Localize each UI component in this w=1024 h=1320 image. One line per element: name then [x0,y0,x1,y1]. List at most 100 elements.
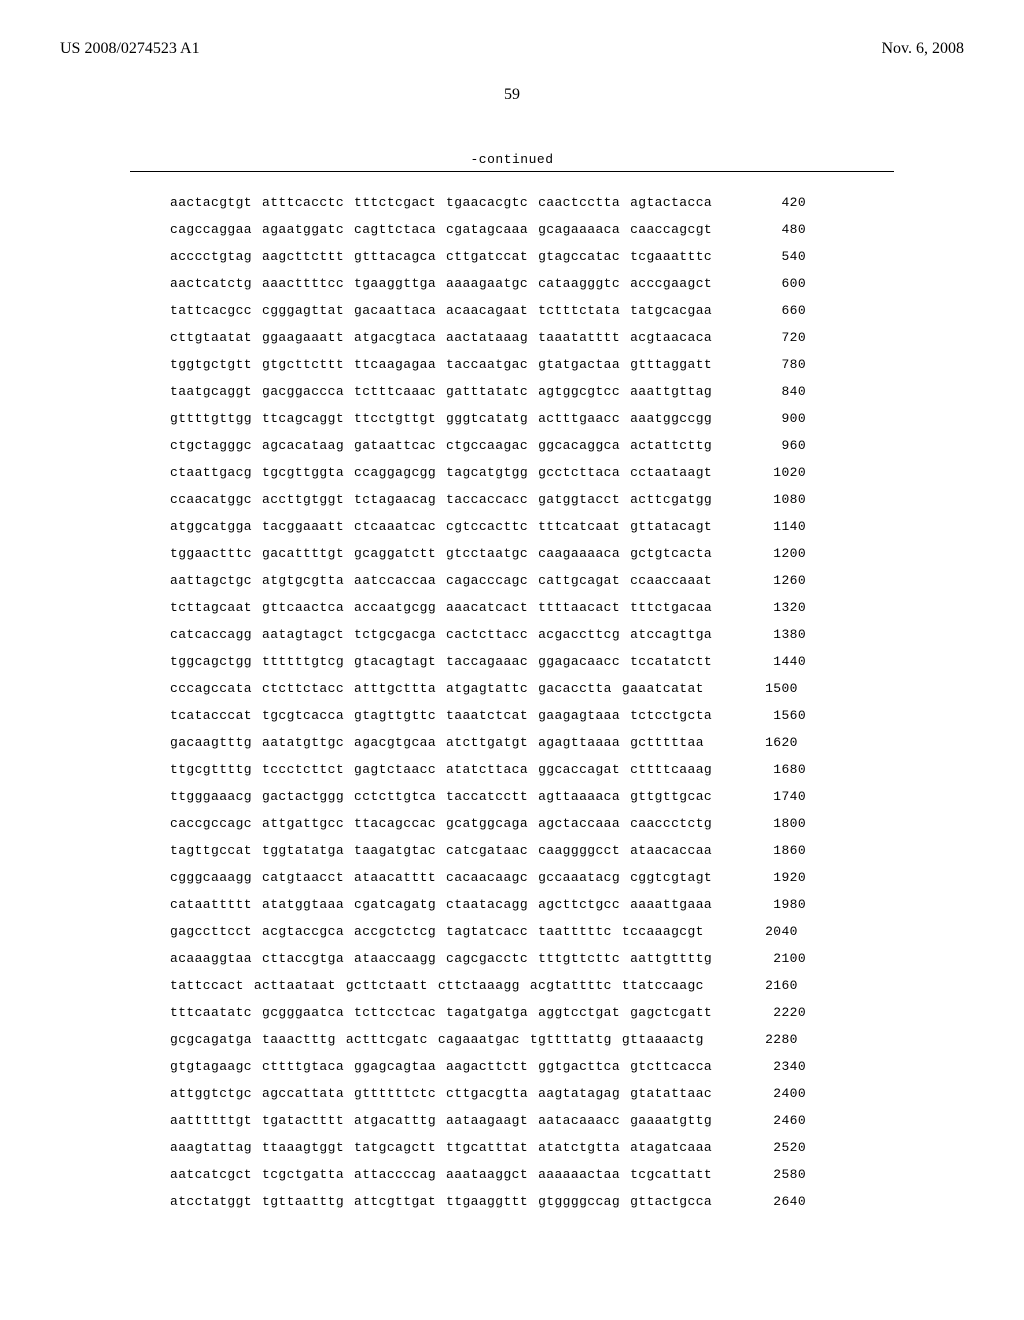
sequence-group: tatgcagctt [354,1141,436,1154]
sequence-groups: aactacgtgtatttcacctctttctcgacttgaacacgtc… [170,196,722,209]
sequence-group: cacaacaagc [446,871,528,884]
sequence-groups: caccgccagcattgattgccttacagccacgcatggcaga… [170,817,722,830]
sequence-position: 540 [746,250,806,263]
sequence-group: aattgttttg [630,952,712,965]
sequence-group: acccgaagct [630,277,712,290]
sequence-group: taccatcctt [446,790,528,803]
sequence-group: tttgttcttc [538,952,620,965]
sequence-group: aaattgttag [630,385,712,398]
sequence-row: tggcagctggttttttgtcggtacagtagttaccagaaac… [170,655,964,668]
sequence-row: ttgcgttttgtccctcttctgagtctaaccatatcttaca… [170,763,964,776]
sequence-group: aggtcctgat [538,1006,620,1019]
sequence-group: gtgtagaagc [170,1060,252,1073]
sequence-group: tgcgttggta [262,466,344,479]
sequence-group: aatacaaacc [538,1114,620,1127]
sequence-group: attgattgcc [262,817,344,830]
sequence-group: ccaggagcgg [354,466,436,479]
sequence-row: cttgtaatatggaagaaattatgacgtacaaactataaag… [170,331,964,344]
sequence-group: agagttaaaa [538,736,620,749]
sequence-position: 1200 [746,547,806,560]
sequence-group: aaacttttcc [262,277,344,290]
sequence-position: 2520 [746,1141,806,1154]
sequence-group: tttcatcaat [538,520,620,533]
sequence-group: cagacccagc [446,574,528,587]
sequence-group: atatcttaca [446,763,528,776]
sequence-group: tgatactttt [262,1114,344,1127]
sequence-group: ttcctgttgt [354,412,436,425]
publication-date: Nov. 6, 2008 [881,40,964,58]
sequence-group: tctcctgcta [630,709,712,722]
sequence-group: ttgggaaacg [170,790,252,803]
sequence-group: accttgtggt [262,493,344,506]
sequence-group: agtactacca [630,196,712,209]
sequence-group: acgtattttc [530,979,612,992]
sequence-position: 780 [746,358,806,371]
sequence-group: tgttttattg [530,1033,612,1046]
sequence-group: gctgtcacta [630,547,712,560]
sequence-group: ggcacaggca [538,439,620,452]
sequence-position: 600 [746,277,806,290]
sequence-groups: gttttgttggttcagcaggtttcctgttgtgggtcatatg… [170,412,722,425]
sequence-group: ttttttgtcg [262,655,344,668]
sequence-group: catcaccagg [170,628,252,641]
sequence-groups: cgggcaaaggcatgtaacctataacattttcacaacaagc… [170,871,722,884]
sequence-position: 1140 [746,520,806,533]
sequence-group: gttaaaactg [622,1033,704,1046]
sequence-groups: tagttgccattggtatatgataagatgtaccatcgataac… [170,844,722,857]
sequence-group: gcaggatctt [354,547,436,560]
sequence-position: 2280 [738,1033,798,1046]
sequence-group: acaacagaat [446,304,528,317]
sequence-position: 2040 [738,925,798,938]
sequence-groups: attggtctgcagccattatagttttttctccttgacgtta… [170,1087,722,1100]
sequence-group: gtatgactaa [538,358,620,371]
sequence-group: gctttttaa [630,736,704,749]
sequence-group: aagcttcttt [262,250,344,263]
sequence-group: acccctgtag [170,250,252,263]
sequence-group: gtttacagca [354,250,436,263]
sequence-group: tggcagctgg [170,655,252,668]
publication-number: US 2008/0274523 A1 [60,40,200,58]
sequence-group: aatatgttgc [262,736,344,749]
sequence-position: 1500 [738,682,798,695]
sequence-group: cgtccacttc [446,520,528,533]
sequence-group: aagtatagag [538,1087,620,1100]
sequence-groups: gtgtagaagccttttgtacaggagcagtaaaagacttctt… [170,1060,722,1073]
sequence-group: ctaatacagg [446,898,528,911]
sequence-group: cagccaggaa [170,223,252,236]
sequence-group: taatgcaggt [170,385,252,398]
sequence-group: cagttctaca [354,223,436,236]
sequence-row: gttttgttggttcagcaggtttcctgttgtgggtcatatg… [170,412,964,425]
sequence-group: tctttctata [538,304,620,317]
sequence-row: attggtctgcagccattatagttttttctccttgacgtta… [170,1087,964,1100]
sequence-groups: aattagctgcatgtgcgttaaatccaccaacagacccagc… [170,574,722,587]
sequence-row: ttgggaaacggactactgggcctcttgtcataccatcctt… [170,790,964,803]
page-container: US 2008/0274523 A1 Nov. 6, 2008 59 -cont… [0,0,1024,1320]
sequence-group: tgcgtcacca [262,709,344,722]
sequence-position: 720 [746,331,806,344]
sequence-group: gtagccatac [538,250,620,263]
sequence-position: 2340 [746,1060,806,1073]
sequence-group: tggtgctgtt [170,358,252,371]
sequence-position: 2640 [746,1195,806,1208]
sequence-group: aaaagaatgc [446,277,528,290]
sequence-position: 2580 [746,1168,806,1181]
sequence-group: aaacatcact [446,601,528,614]
sequence-group: acgaccttcg [538,628,620,641]
sequence-group: cctcttgtca [354,790,436,803]
sequence-groups: cagccaggaaagaatggatccagttctacacgatagcaaa… [170,223,722,236]
sequence-group: gtacagtagt [354,655,436,668]
sequence-position: 960 [746,439,806,452]
sequence-position: 2220 [746,1006,806,1019]
sequence-row: aatcatcgcttcgctgattaattaccccagaaataaggct… [170,1168,964,1181]
sequence-group: catgtaacct [262,871,344,884]
sequence-group: caccgccagc [170,817,252,830]
sequence-group: atgacatttg [354,1114,436,1127]
sequence-group: cctaataagt [630,466,712,479]
sequence-row: taatgcaggtgacggacccatctttcaaacgatttatatc… [170,385,964,398]
sequence-groups: acccctgtagaagcttctttgtttacagcacttgatccat… [170,250,722,263]
sequence-group: ctcttctacc [262,682,344,695]
sequence-group: gttttttctc [354,1087,436,1100]
sequence-row: acaaaggtaacttaccgtgaataaccaaggcagcgacctc… [170,952,964,965]
sequence-group: cggtcgtagt [630,871,712,884]
sequence-group: taagatgtac [354,844,436,857]
